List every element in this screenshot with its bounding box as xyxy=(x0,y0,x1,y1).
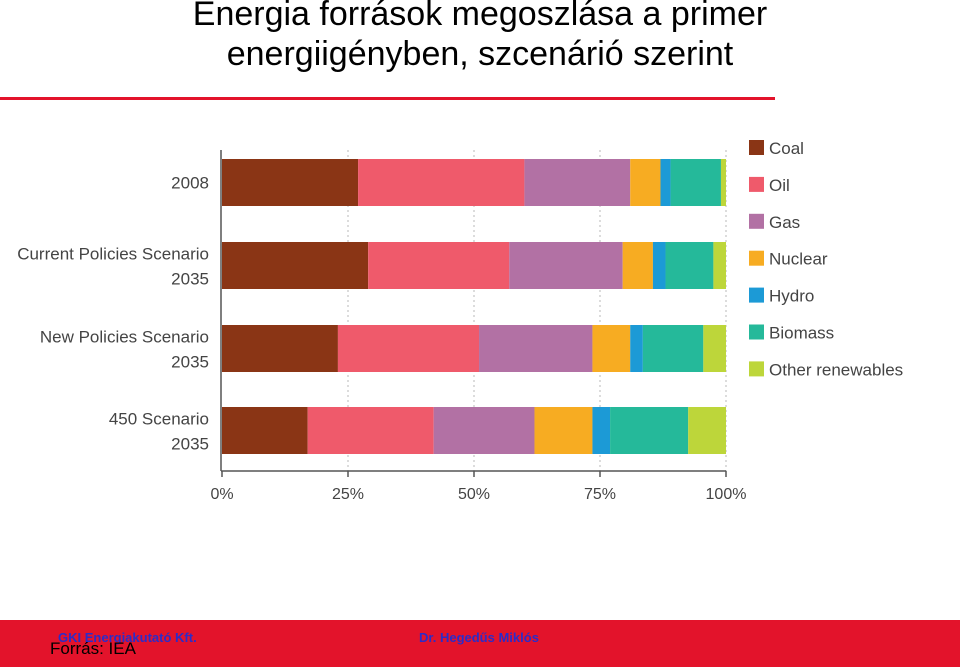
bar-segment-biomass xyxy=(665,242,714,289)
legend-swatch xyxy=(749,140,764,155)
x-tick-label: 0% xyxy=(210,486,233,503)
bar-segment-biomass xyxy=(610,407,689,454)
category-label: Current Policies Scenario xyxy=(17,245,209,264)
bar-segment-nuclear xyxy=(592,325,631,372)
bar-segment-nuclear xyxy=(534,407,593,454)
title-line-2: energiigényben, szcenárió szerint xyxy=(226,35,734,73)
bar-segment-biomass xyxy=(642,325,704,372)
footer-source: Forrás: IEA xyxy=(50,639,136,658)
title-line-1: Energia források megoszlása a primer xyxy=(192,0,768,33)
category-label: New Policies Scenario xyxy=(40,328,209,347)
legend-label: Coal xyxy=(769,139,804,158)
title-underline xyxy=(0,97,775,100)
legend-label: Biomass xyxy=(769,324,834,343)
legend-label: Oil xyxy=(769,176,790,195)
legend-swatch xyxy=(749,324,764,340)
legend-label: Gas xyxy=(769,213,800,232)
bar-segment-hydro xyxy=(592,407,611,454)
legend-swatch xyxy=(749,250,764,266)
legend-swatch xyxy=(749,361,764,377)
bar-segment-oil xyxy=(368,242,510,289)
bar-segment-oil xyxy=(358,159,525,206)
legend-swatch xyxy=(749,176,764,192)
category-label: 450 Scenario xyxy=(109,410,209,429)
bar-segment-other-renewables xyxy=(720,159,726,206)
footer-org: GKI Energiakutató Kft. xyxy=(58,630,197,645)
page-title: Energia források megoszlása a primer ene… xyxy=(0,0,960,74)
x-tick-label: 25% xyxy=(332,486,364,503)
bar-segment-other-renewables xyxy=(688,407,726,454)
x-tick-label: 75% xyxy=(584,486,616,503)
footer-bar: GKI Energiakutató Kft. Dr. Hegedűs Mikló… xyxy=(0,620,960,667)
legend-label: Nuclear xyxy=(769,250,828,269)
bar-segment-coal xyxy=(222,159,359,206)
category-label: 2035 xyxy=(171,435,209,454)
bar-segment-hydro xyxy=(652,242,666,289)
bar-segment-coal xyxy=(222,242,369,289)
bar-segment-other-renewables xyxy=(713,242,726,289)
bar-segment-oil xyxy=(337,325,480,372)
bar-segment-coal xyxy=(222,325,338,372)
x-tick-label: 50% xyxy=(458,486,490,503)
legend-label: Other renewables xyxy=(769,360,903,379)
legend-swatch xyxy=(749,287,764,303)
bar-segment-coal xyxy=(222,407,308,454)
bar-segment-nuclear xyxy=(622,242,653,289)
category-label: 2035 xyxy=(171,270,209,289)
bar-segment-gas xyxy=(433,407,535,454)
footer-author: Dr. Hegedűs Miklós xyxy=(419,630,539,645)
stacked-bar-chart: 2008 Current Policies Scenario 2035 New Pol… xyxy=(17,139,903,503)
bar-segment-other-renewables xyxy=(703,325,726,372)
bar-segment-gas xyxy=(479,325,593,372)
bar-segment-nuclear xyxy=(630,159,661,206)
bar-segment-oil xyxy=(307,407,434,454)
category-label: 2008 xyxy=(171,174,209,193)
legend-swatch xyxy=(749,213,764,229)
x-tick-label: 100% xyxy=(706,486,747,503)
category-label: 2035 xyxy=(171,353,209,372)
bar-segment-biomass xyxy=(670,159,721,206)
legend-label: Hydro xyxy=(769,287,814,306)
bar-segment-gas xyxy=(524,159,631,206)
bar-segment-hydro xyxy=(630,325,643,372)
bar-segment-gas xyxy=(509,242,623,289)
bar-segment-hydro xyxy=(660,159,671,206)
